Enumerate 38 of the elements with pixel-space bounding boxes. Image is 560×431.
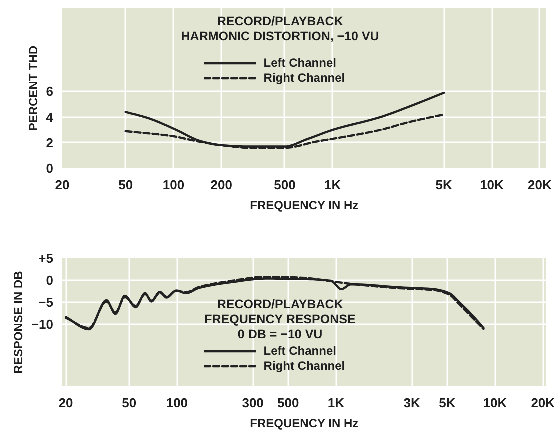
y-tick-label: −5: [38, 295, 54, 310]
x-tick-label: 50: [118, 178, 134, 192]
x-tick-label: 500: [278, 396, 300, 410]
x-tick-label: 500: [274, 178, 296, 192]
x-tick-label: 200: [210, 178, 232, 192]
x-axis-title: FREQUENCY IN Hz: [250, 198, 359, 212]
y-tick-label: 4: [46, 110, 54, 125]
legend-label: Right Channel: [264, 70, 346, 85]
x-tick-label: 3K: [404, 396, 422, 410]
x-tick-label: 100: [162, 178, 185, 192]
x-tick-label: 1K: [324, 178, 342, 192]
x-tick-label: 5K: [436, 178, 454, 192]
x-tick-label: 20: [58, 396, 74, 410]
x-tick-label: 300: [242, 396, 264, 410]
y-axis-title: PERCENT THD: [26, 46, 40, 132]
x-tick-label: 5K: [439, 396, 456, 410]
y-tick-label: +5: [38, 251, 54, 266]
text: RECORD/PLAYBACK FREQUENCY RESPONSE: [204, 298, 356, 327]
legend-label: Left Channel: [264, 344, 336, 358]
x-tick-label: 10K: [483, 396, 508, 410]
y-axis-title: RESPONSE IN DB: [11, 270, 26, 374]
y-tick-label: −10: [31, 317, 54, 332]
y-tick-label: 2: [46, 135, 54, 150]
y-tick-label: 0: [46, 273, 54, 288]
x-tick-label: 100: [166, 396, 188, 410]
y-tick-label: 0: [46, 161, 54, 176]
legend-label: Left Channel: [264, 56, 336, 70]
x-tick-label: 20: [55, 178, 70, 192]
text: RECORD/PLAYBACK HARMONIC DISTORTION, −10 VU: [181, 14, 380, 44]
text: 0 DB = −10 VU: [238, 328, 323, 342]
x-tick-label: 50: [122, 396, 137, 410]
x-tick-label: 20K: [531, 396, 556, 410]
legend-label: Right Channel: [264, 359, 346, 374]
y-tick-label: 6: [46, 84, 54, 100]
x-tick-label: 1K: [328, 396, 346, 410]
x-axis-title: FREQUENCY IN Hz: [250, 416, 359, 430]
x-tick-label: 10K: [480, 178, 505, 192]
x-tick-label: 20K: [528, 178, 552, 192]
